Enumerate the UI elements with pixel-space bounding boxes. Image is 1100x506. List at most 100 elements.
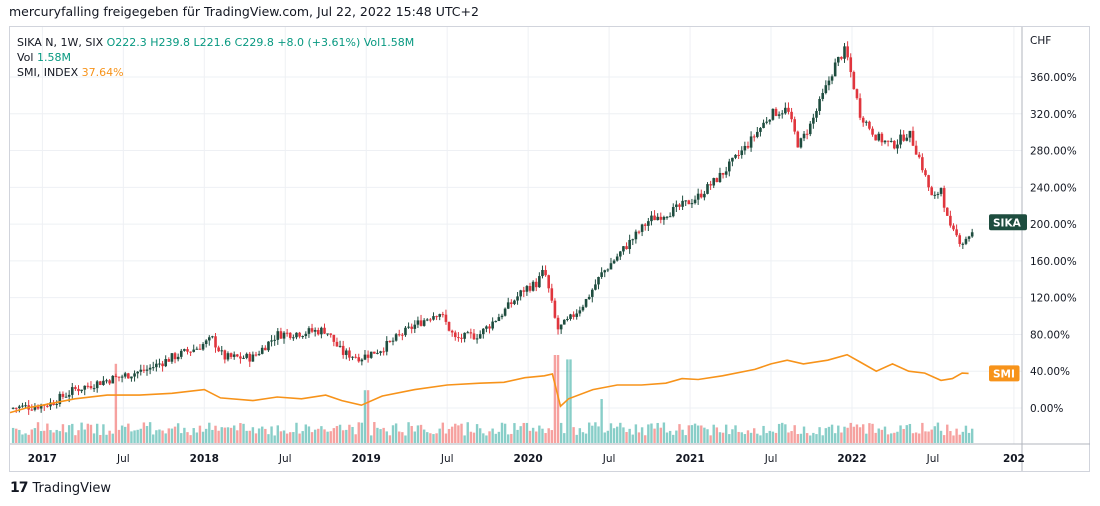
candle bbox=[858, 98, 862, 118]
candle bbox=[236, 354, 239, 357]
candle bbox=[715, 178, 719, 183]
footer[interactable]: 17 TradingView bbox=[10, 480, 111, 496]
candle bbox=[796, 131, 800, 148]
candle bbox=[534, 281, 538, 288]
candle bbox=[559, 324, 563, 330]
volume-bar bbox=[609, 423, 613, 443]
sika-price-badge[interactable]: SIKA bbox=[989, 214, 1027, 231]
candle bbox=[594, 284, 597, 290]
volume-bar bbox=[407, 422, 410, 443]
footer-brand[interactable]: TradingView bbox=[32, 480, 112, 496]
sika-price-badge-bg bbox=[989, 214, 1027, 231]
volume-bar bbox=[538, 425, 541, 443]
volume-bar bbox=[874, 432, 877, 443]
volume-bar bbox=[883, 426, 887, 443]
candle bbox=[33, 406, 37, 410]
candle bbox=[313, 329, 317, 332]
volume-bar bbox=[276, 425, 279, 443]
candle bbox=[123, 373, 127, 377]
volume-bar bbox=[703, 427, 706, 443]
volume-bar bbox=[357, 422, 360, 443]
candle bbox=[164, 359, 167, 367]
candle bbox=[759, 127, 762, 132]
volume-bar bbox=[15, 428, 18, 443]
volume-bar bbox=[668, 430, 672, 443]
volume-bar bbox=[715, 427, 719, 443]
volume-bar bbox=[39, 431, 43, 443]
volume-bar bbox=[270, 426, 273, 443]
legend-compare-name[interactable]: SMI, INDEX bbox=[17, 66, 79, 79]
candle bbox=[647, 221, 650, 226]
volume-bar bbox=[899, 425, 902, 443]
candle bbox=[217, 347, 220, 352]
volume-bar bbox=[114, 363, 118, 443]
legend-symbol[interactable]: SIKA N, 1W, SIX bbox=[17, 36, 104, 49]
tradingview-logo-icon[interactable]: 17 bbox=[10, 480, 29, 496]
volume-bar bbox=[130, 431, 133, 443]
candle bbox=[911, 130, 915, 146]
candle bbox=[450, 330, 454, 333]
candle bbox=[257, 353, 261, 355]
volume-bar bbox=[861, 424, 865, 443]
volume-bar bbox=[338, 424, 342, 443]
volume-bar bbox=[793, 425, 796, 443]
volume-bar bbox=[581, 432, 585, 443]
candle bbox=[279, 331, 283, 339]
volume-bar bbox=[930, 429, 933, 443]
candle bbox=[945, 207, 949, 216]
candle bbox=[893, 140, 896, 149]
candle bbox=[600, 272, 603, 277]
volume-bar bbox=[18, 429, 21, 443]
volume-bar bbox=[310, 432, 314, 443]
volume-bar bbox=[404, 435, 407, 443]
candle bbox=[142, 369, 146, 371]
candle bbox=[818, 98, 821, 111]
candle bbox=[522, 290, 526, 292]
candle bbox=[821, 92, 825, 99]
candle bbox=[441, 314, 445, 316]
volume-bar bbox=[120, 425, 124, 443]
candle bbox=[329, 333, 333, 335]
candle bbox=[790, 111, 793, 120]
volume-bar bbox=[768, 430, 771, 443]
volume-bar bbox=[718, 432, 722, 443]
legend-vol-name[interactable]: Vol bbox=[17, 51, 34, 64]
candle bbox=[883, 140, 887, 143]
volume-bar bbox=[482, 433, 485, 443]
candle bbox=[550, 288, 554, 301]
candle bbox=[513, 300, 516, 305]
x-tick-label: 2022 bbox=[837, 453, 866, 465]
candle bbox=[703, 193, 706, 198]
volume-bar bbox=[544, 433, 547, 443]
candle bbox=[301, 336, 305, 338]
volume-bar bbox=[566, 359, 569, 443]
candle bbox=[379, 351, 382, 353]
candle bbox=[173, 353, 177, 360]
candle bbox=[425, 319, 429, 321]
candle bbox=[949, 215, 952, 226]
candle bbox=[201, 344, 205, 350]
volume-bar bbox=[840, 432, 843, 443]
volume-bar bbox=[379, 429, 382, 443]
candle bbox=[155, 363, 158, 368]
volume-bar bbox=[257, 428, 261, 443]
candle bbox=[541, 269, 544, 277]
volume-bar bbox=[494, 433, 497, 443]
candle bbox=[285, 332, 289, 334]
volume-bar bbox=[849, 422, 852, 443]
candle bbox=[245, 353, 248, 358]
volume-bar bbox=[700, 425, 703, 443]
volume-bar bbox=[690, 425, 694, 443]
candle bbox=[192, 349, 196, 352]
volume-bar bbox=[158, 429, 161, 443]
candle bbox=[497, 317, 501, 322]
smi-price-badge[interactable]: SMI bbox=[989, 365, 1020, 382]
volume-bar bbox=[924, 431, 927, 443]
volume-bar bbox=[837, 425, 840, 443]
candle bbox=[575, 313, 579, 317]
candle bbox=[419, 320, 423, 326]
volume-bar bbox=[198, 425, 202, 443]
candle bbox=[628, 239, 631, 250]
candle bbox=[902, 134, 905, 141]
